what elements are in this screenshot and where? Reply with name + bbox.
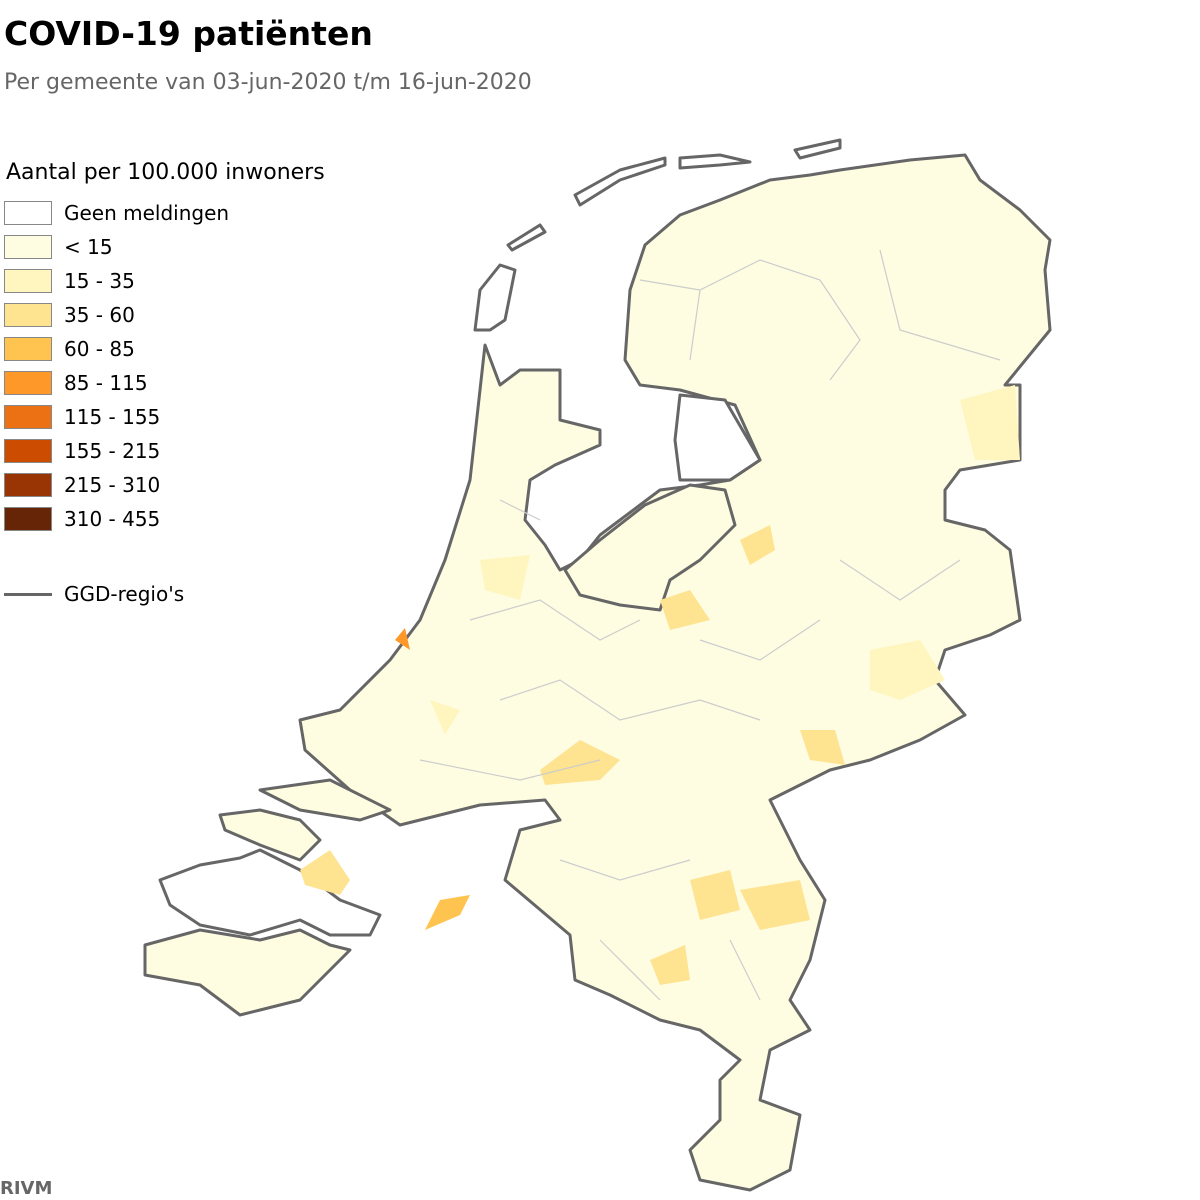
legend-swatch: [4, 405, 52, 429]
legend-swatch: [4, 507, 52, 531]
legend-label: 310 - 455: [64, 507, 161, 531]
municipality: [960, 385, 1020, 460]
legend-label: 215 - 310: [64, 473, 161, 497]
legend-label: 115 - 155: [64, 405, 161, 429]
legend-swatch: [4, 303, 52, 327]
legend-item: < 15: [4, 234, 113, 260]
legend-boundary: GGD-regio's: [4, 582, 184, 606]
municipality: [480, 555, 530, 600]
legend-label: 85 - 115: [64, 371, 148, 395]
vlieland: [506, 223, 547, 252]
municipality: [690, 870, 740, 920]
legend-swatch: [4, 269, 52, 293]
legend-label: < 15: [64, 235, 113, 259]
legend-item: 215 - 310: [4, 472, 160, 498]
zuid-beveland: [158, 848, 382, 937]
goeree: [258, 778, 392, 822]
legend-item: 85 - 115: [4, 370, 148, 396]
legend-title: Aantal per 100.000 inwoners: [6, 160, 325, 185]
schiermonnikoog: [793, 138, 842, 160]
municipality: [870, 640, 945, 700]
municipality: [425, 895, 470, 930]
legend-item: 115 - 155: [4, 404, 160, 430]
legend-swatch: [4, 235, 52, 259]
noordoostpolder: [673, 393, 762, 482]
walcheren: [143, 928, 352, 1017]
legend-item: Geen meldingen: [4, 200, 229, 226]
legend-swatch: [4, 439, 52, 463]
municipality: [740, 880, 810, 930]
subtitle: Per gemeente van 03-jun-2020 t/m 16-jun-…: [4, 70, 532, 95]
municipality: [660, 590, 710, 630]
schouwen: [218, 808, 322, 862]
texel: [473, 263, 517, 332]
municipality-border: [419, 249, 1001, 1001]
legend-swatch: [4, 371, 52, 395]
legend-label: 155 - 215: [64, 439, 161, 463]
legend-item: 15 - 35: [4, 268, 135, 294]
legend-swatch: [4, 201, 52, 225]
municipality: [300, 850, 350, 895]
municipality: [740, 525, 775, 565]
source: RIVM: [0, 1178, 53, 1199]
legend-item: 310 - 455: [4, 506, 160, 532]
legend-item: 60 - 85: [4, 336, 135, 362]
terschelling: [573, 156, 667, 207]
legend-label: GGD-regio's: [64, 582, 185, 606]
legend-item: 35 - 60: [4, 302, 135, 328]
legend-label: Geen meldingen: [64, 201, 230, 225]
ameland: [678, 153, 752, 170]
municipality: [395, 628, 410, 650]
legend-label: 35 - 60: [64, 303, 135, 327]
legend-label: 60 - 85: [64, 337, 135, 361]
municipality: [650, 945, 690, 985]
legend-item: 155 - 215: [4, 438, 160, 464]
municipality: [540, 740, 620, 785]
mainland: [298, 153, 1052, 1192]
municipality: [800, 730, 845, 765]
legend-swatch: [4, 473, 52, 497]
flevoland: [563, 483, 737, 612]
legend-swatch: [4, 337, 52, 361]
municipality: [430, 700, 460, 735]
boundary-line-swatch: [4, 592, 52, 596]
title: COVID-19 patiënten: [4, 14, 373, 53]
legend-label: 15 - 35: [64, 269, 135, 293]
